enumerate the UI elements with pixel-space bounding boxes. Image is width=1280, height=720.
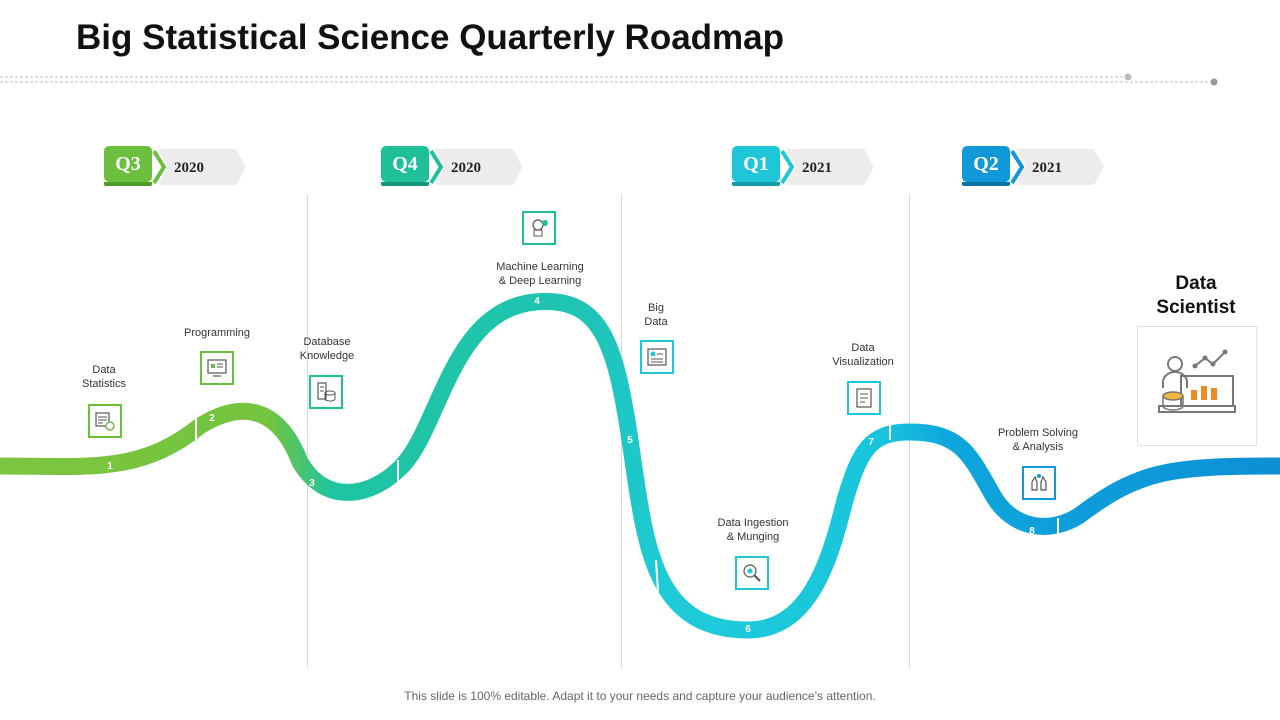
quarter-year: 2020 [451, 160, 481, 176]
database-icon [309, 375, 343, 409]
quarter-year: 2021 [1032, 160, 1062, 176]
problem-solving-icon [1022, 466, 1056, 500]
milestone-label: Data Ingestion & Munging [717, 517, 789, 543]
data-ingestion-icon [735, 556, 769, 590]
big-data-icon [640, 340, 674, 374]
footer-note: This slide is 100% editable. Adapt it to… [404, 689, 876, 703]
quarter-badge: Q4 [381, 146, 429, 182]
quarter-badge: Q3 [104, 146, 152, 182]
milestone-label: Programming [183, 327, 251, 339]
machine-learning-icon [522, 211, 556, 245]
milestone-number: 7 [868, 437, 874, 448]
quarter-year: 2021 [802, 160, 832, 176]
quarter-badge: Q1 [732, 146, 780, 182]
programming-icon [200, 351, 234, 385]
milestone-label: Machine Learning & Deep Learning [496, 261, 584, 287]
chevron-right-icon [429, 149, 523, 185]
milestone-number: 5 [627, 435, 633, 446]
milestone-number: 8 [1029, 526, 1035, 537]
quarter-divider [307, 194, 308, 668]
milestone-label: Data Visualization [832, 342, 894, 368]
milestone-number: 2 [209, 413, 215, 424]
milestone-label: Problem Solving & Analysis [997, 427, 1079, 453]
milestone-number: 6 [745, 624, 751, 635]
chevron-right-icon [1010, 149, 1104, 185]
milestone-label: Database Knowledge [299, 336, 355, 362]
milestone-number: 3 [309, 478, 315, 489]
quarter-badge: Q2 [962, 146, 1010, 182]
milestone-number: 1 [107, 461, 113, 472]
quarter-year: 2020 [174, 160, 204, 176]
milestone-label: Data Statistics [81, 364, 126, 390]
data-statistics-icon [88, 404, 122, 438]
data-visualization-icon [847, 381, 881, 415]
milestone-label: Big Data [644, 302, 668, 328]
page-title: Big Statistical Science Quarterly Roadma… [76, 18, 785, 57]
data-scientist-icon [1137, 326, 1257, 446]
chevron-right-icon [152, 149, 246, 185]
goal-title: Data Scientist [1156, 273, 1236, 318]
milestone-number: 4 [534, 296, 540, 307]
title-divider [0, 73, 1218, 86]
chevron-right-icon [780, 149, 874, 185]
